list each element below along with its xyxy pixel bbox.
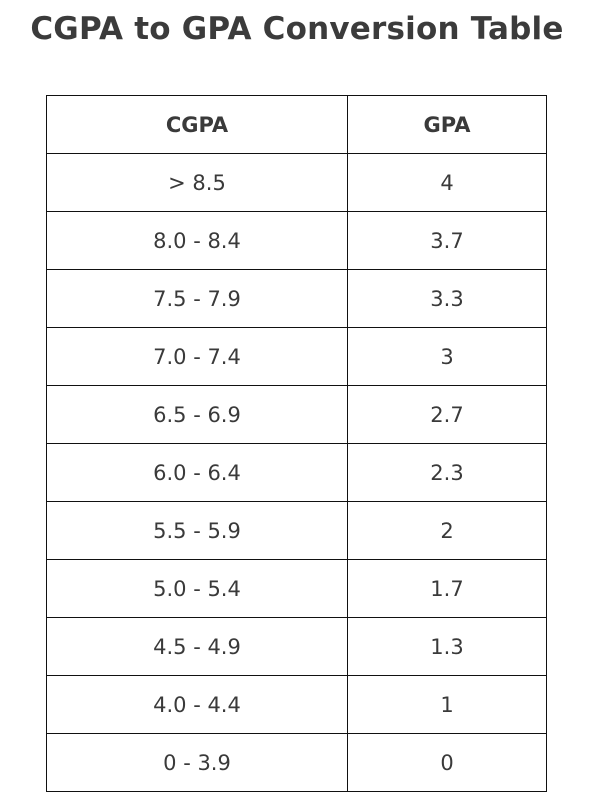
gpa-cell: 3 (347, 327, 547, 386)
table-row: 5.0 - 5.4 1.7 (46, 559, 547, 618)
cgpa-cell: 5.0 - 5.4 (46, 559, 348, 618)
table-row: 8.0 - 8.4 3.7 (46, 211, 547, 270)
cgpa-cell: 7.5 - 7.9 (46, 269, 348, 328)
gpa-cell: 3.7 (347, 211, 547, 270)
table-row: 4.0 - 4.4 1 (46, 675, 547, 734)
cgpa-cell: 5.5 - 5.9 (46, 501, 348, 560)
table-row: 7.5 - 7.9 3.3 (46, 269, 547, 328)
table-row: 6.5 - 6.9 2.7 (46, 385, 547, 444)
gpa-cell: 2 (347, 501, 547, 560)
cgpa-cell: 0 - 3.9 (46, 733, 348, 792)
gpa-cell: 2.7 (347, 385, 547, 444)
table-row: 5.5 - 5.9 2 (46, 501, 547, 560)
gpa-cell: 1.7 (347, 559, 547, 618)
table-row: 0 - 3.9 0 (46, 733, 547, 792)
cgpa-cell: 6.0 - 6.4 (46, 443, 348, 502)
gpa-cell: 1 (347, 675, 547, 734)
gpa-cell: 1.3 (347, 617, 547, 676)
page-title: CGPA to GPA Conversion Table (30, 11, 564, 47)
cgpa-cell: 4.5 - 4.9 (46, 617, 348, 676)
gpa-cell: 0 (347, 733, 547, 792)
gpa-cell: 3.3 (347, 269, 547, 328)
table-row: 7.0 - 7.4 3 (46, 327, 547, 386)
gpa-cell: 2.3 (347, 443, 547, 502)
cgpa-cell: > 8.5 (46, 153, 348, 212)
table-row: 4.5 - 4.9 1.3 (46, 617, 547, 676)
cgpa-cell: 7.0 - 7.4 (46, 327, 348, 386)
cgpa-cell: 6.5 - 6.9 (46, 385, 348, 444)
cgpa-cell: 4.0 - 4.4 (46, 675, 348, 734)
table-row: 6.0 - 6.4 2.3 (46, 443, 547, 502)
cgpa-cell: 8.0 - 8.4 (46, 211, 348, 270)
table-header-row: CGPA GPA (46, 95, 547, 154)
conversion-table: CGPA GPA > 8.5 4 8.0 - 8.4 3.7 7.5 - 7.9… (46, 95, 547, 792)
gpa-cell: 4 (347, 153, 547, 212)
column-header-gpa: GPA (347, 95, 547, 154)
table-row: > 8.5 4 (46, 153, 547, 212)
column-header-cgpa: CGPA (46, 95, 348, 154)
